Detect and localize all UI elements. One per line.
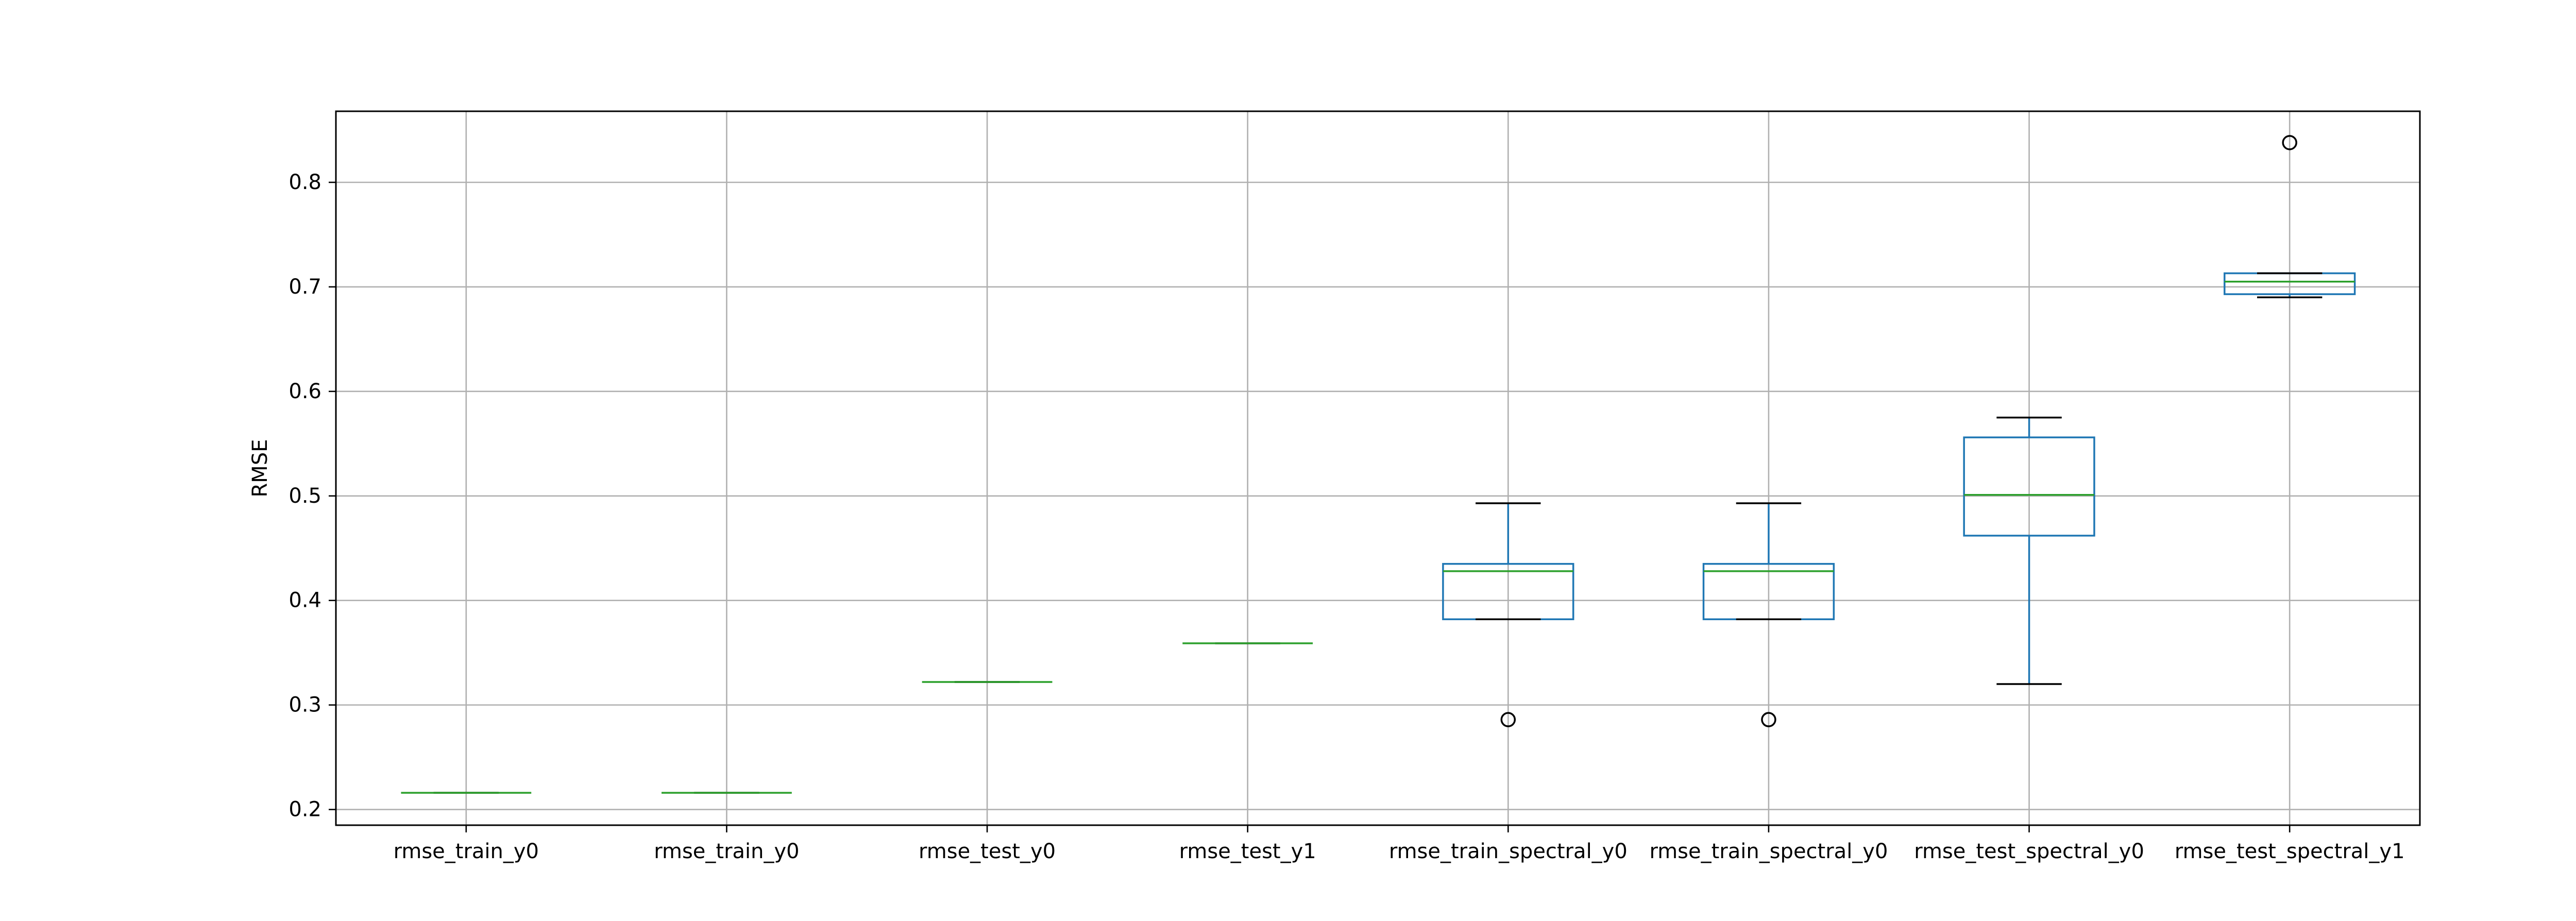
outlier-point bbox=[2282, 135, 2297, 150]
axis-ticks: 0.2 0.3 0.4 0.5 0.6 0.7 0.8 rmse_train_y0 rmse_t… bbox=[289, 170, 2404, 863]
y-tick-label: 0.4 bbox=[289, 589, 321, 612]
y-tick-label: 0.7 bbox=[289, 275, 321, 299]
y-tick-label: 0.5 bbox=[289, 484, 321, 508]
x-tick-label: rmse_test_y1 bbox=[1179, 840, 1316, 863]
outlier-point bbox=[1500, 712, 1516, 727]
y-tick-label: 0.6 bbox=[289, 380, 321, 403]
iqr-box bbox=[1963, 436, 2095, 537]
box-5 bbox=[1442, 502, 1574, 727]
box-7 bbox=[1963, 416, 2095, 685]
outlier-point bbox=[1761, 712, 1776, 727]
grid-lines bbox=[336, 111, 2420, 825]
x-tick-label: rmse_train_spectral_y0 bbox=[1649, 840, 1888, 863]
x-tick-label: rmse_test_spectral_y0 bbox=[1914, 840, 2144, 863]
y-tick-label: 0.8 bbox=[289, 170, 321, 194]
y-tick-label: 0.2 bbox=[289, 798, 321, 822]
x-tick-label: rmse_train_y0 bbox=[654, 840, 799, 863]
x-tick-label: rmse_train_spectral_y0 bbox=[1389, 840, 1628, 863]
plot-frame bbox=[335, 110, 2421, 826]
x-tick-label: rmse_test_y0 bbox=[919, 840, 1056, 863]
boxes bbox=[401, 135, 2356, 794]
x-tick-label: rmse_test_spectral_y1 bbox=[2175, 840, 2405, 863]
y-axis-label: RMSE bbox=[248, 439, 272, 498]
y-tick-label: 0.3 bbox=[289, 693, 321, 717]
x-tick-label: rmse_train_y0 bbox=[394, 840, 539, 863]
box-6 bbox=[1702, 502, 1835, 727]
box-8 bbox=[2224, 135, 2356, 298]
